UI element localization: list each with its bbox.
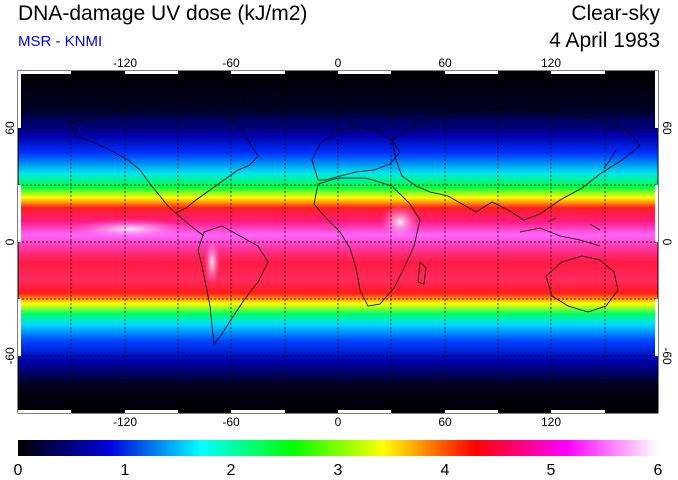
lat-labels-left: 60 0 -60 [3, 121, 17, 365]
lat-label: -60 [3, 347, 17, 365]
colorbar-tick-label: 3 [334, 462, 343, 479]
colorbar-tick-label: 4 [441, 462, 450, 479]
lon-label: -60 [222, 415, 240, 429]
asia-coast [391, 107, 641, 221]
south-america-coast [197, 225, 269, 346]
madagascar-coast [417, 261, 427, 285]
lat-label: 60 [660, 121, 674, 135]
lat-label: -60 [660, 347, 674, 365]
africa-uv-maximum [380, 204, 420, 240]
coastlines [69, 79, 641, 346]
sky-condition-label: Clear-sky [571, 2, 660, 25]
lon-labels-bottom: -120 -60 0 60 120 [113, 415, 561, 429]
colorbar-tick-label: 0 [14, 462, 23, 479]
north-america-coast [69, 95, 259, 214]
japan-coast [603, 149, 617, 169]
colorbar: 0 1 2 3 4 5 6 [14, 440, 663, 479]
europe-coast [311, 125, 401, 181]
graticule [18, 71, 658, 413]
australia-coast [545, 255, 619, 313]
lon-label: 0 [335, 56, 342, 70]
central-america-coast [175, 212, 205, 237]
map-border [17, 70, 659, 414]
colorbar-gradient [18, 440, 658, 456]
lon-label: 60 [438, 56, 452, 70]
lat-label: 60 [3, 121, 17, 135]
andes-uv-maximum [204, 238, 220, 286]
colorbar-tick-label: 5 [547, 462, 556, 479]
map-title: DNA-damage UV dose (kJ/m2) [18, 2, 308, 25]
date-label: 4 April 1983 [549, 29, 660, 52]
lon-label: 60 [438, 415, 452, 429]
lon-label: -120 [113, 56, 137, 70]
colorbar-tick-label: 2 [227, 462, 236, 479]
colorbar-tick-label: 1 [121, 462, 130, 479]
lon-labels-top: -120 -60 0 60 120 [113, 56, 561, 70]
colorbar-tick-label: 6 [654, 462, 663, 479]
lon-label: 120 [541, 56, 561, 70]
lat-labels-right: 60 0 -60 [660, 121, 674, 365]
lon-label: 0 [335, 415, 342, 429]
lon-label: -60 [222, 56, 240, 70]
lat-label: 0 [3, 238, 17, 245]
greenland-coast [239, 79, 289, 115]
source-label: MSR - KNMI [18, 33, 103, 50]
lon-label: -120 [113, 415, 137, 429]
lat-label: 0 [660, 239, 674, 246]
pacific-uv-maximum [70, 219, 190, 239]
lon-label: 120 [541, 415, 561, 429]
